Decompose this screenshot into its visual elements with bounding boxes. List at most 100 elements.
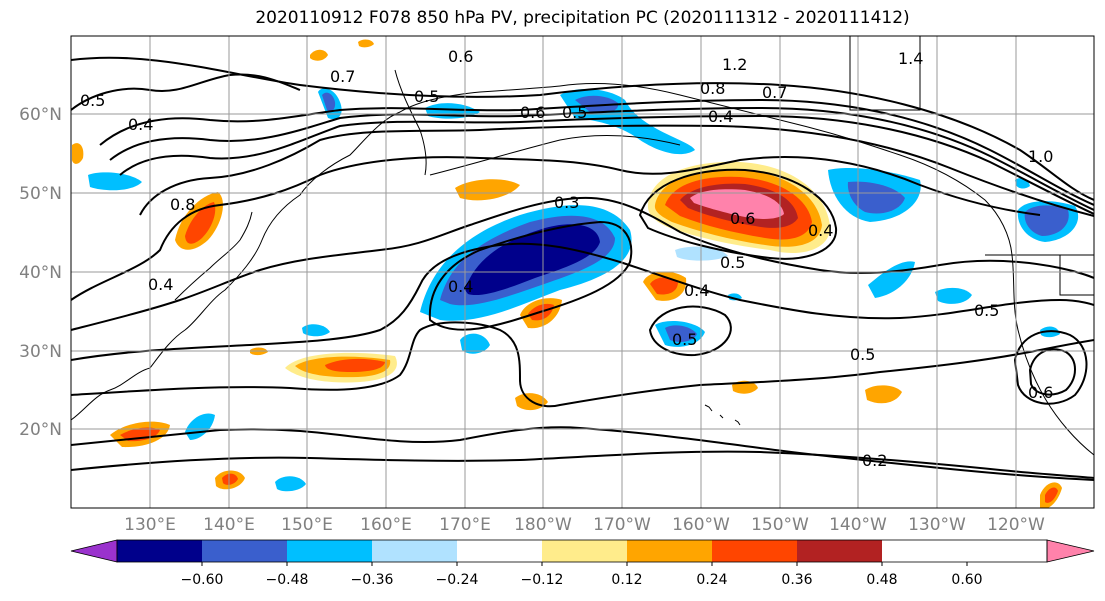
neg-blob-south [460, 333, 490, 354]
neg-blob-nw-small [302, 324, 330, 337]
lon-label: 180°W [514, 515, 572, 535]
coast-hawaii [704, 404, 741, 426]
neg-anomaly-central-core [465, 224, 600, 296]
lon-label: 120°W [987, 515, 1045, 535]
contour-jet-3 [109, 106, 1094, 211]
contour-mid-2 [71, 196, 1094, 331]
contour-label: 0.4 [808, 221, 833, 240]
lat-label: 30°N [19, 342, 62, 362]
contour-south-1 [71, 321, 1094, 408]
contour-label: 0.4 [684, 281, 709, 300]
contour-label: 0.4 [128, 115, 153, 134]
colorbar-segment [372, 540, 457, 562]
lon-label: 160°E [360, 515, 412, 535]
lon-label: 170°W [593, 515, 651, 535]
contour-label: 0.7 [330, 67, 355, 86]
colorbar-tick-labels: −0.60 −0.48 −0.36 −0.24 −0.12 0.12 0.24 … [181, 572, 983, 588]
colorbar-ticks [201, 562, 968, 566]
neg-blob-far-south [275, 476, 306, 492]
pos-blob-north-bering [455, 179, 520, 201]
colorbar-high-extend [1046, 539, 1095, 563]
pos-blob-ne [310, 49, 328, 61]
coast-aleutians [429, 134, 681, 176]
colorbar: −0.60 −0.48 −0.36 −0.24 −0.12 0.12 0.24 … [70, 539, 1095, 588]
contour-labels: 0.5 0.6 0.7 0.6 0.5 1.2 0.8 0.7 1.4 1.0 … [80, 47, 1053, 470]
lon-label: 150°E [281, 515, 333, 535]
lon-label: 170°E [439, 515, 491, 535]
contour-label: 0.8 [700, 79, 725, 98]
contour-ne-loop [638, 168, 838, 260]
pos-blob-small-west-core [222, 473, 238, 485]
contour-jet-5 [139, 124, 1094, 217]
colorbar-segment [117, 540, 202, 562]
neg-blob-kamchatka-west [88, 172, 142, 191]
contour-label: 0.6 [520, 103, 545, 122]
colorbar-tick-label: −0.48 [266, 572, 309, 588]
colorbar-tick-label: −0.36 [351, 572, 394, 588]
contour-label: 0.2 [862, 451, 887, 470]
colorbar-tick-label: 0.24 [696, 572, 727, 588]
lon-label: 140°E [203, 515, 255, 535]
colorbar-low-extend [70, 539, 118, 563]
colorbar-tick-label: 0.60 [951, 572, 982, 588]
contour-label: 0.4 [708, 107, 733, 126]
latitude-labels: 60°N 50°N 40°N 30°N 20°N [19, 105, 62, 440]
contour-label: 0.5 [850, 345, 875, 364]
contour-label: 0.8 [170, 195, 195, 214]
contour-central-loop [428, 220, 633, 331]
contour-label: 0.4 [148, 275, 173, 294]
neg-blob-okhotsk-mid [322, 92, 336, 112]
contour-label: 0.5 [414, 87, 439, 106]
contour-label: 0.5 [672, 330, 697, 349]
contour-label: 0.5 [974, 301, 999, 320]
neg-blob-pacific-nw-mid [1024, 205, 1069, 236]
contour-mid-1 [71, 156, 1041, 301]
coast-alaska [559, 82, 1013, 256]
contour-label: 0.6 [448, 47, 473, 66]
contour-jet-1 [71, 56, 1094, 201]
contour-label: 0.6 [1028, 383, 1053, 402]
pos-blob-subtropics-core [325, 358, 385, 372]
colorbar-tick-label: 0.36 [781, 572, 812, 588]
contour-jet-2 [99, 98, 1094, 206]
lon-label: 130°W [908, 515, 966, 535]
pos-blob-japan-core [185, 202, 216, 244]
contour-label: 1.2 [722, 55, 747, 74]
contour-nw-loop [71, 73, 301, 111]
contour-east-loop [1013, 330, 1088, 405]
colorbar-segment [542, 540, 627, 562]
lon-label: 130°E [124, 515, 176, 535]
pos-blob-baja-core [1045, 487, 1058, 503]
contour-south-3 [71, 450, 1094, 479]
neg-blob-hawaii-mid [665, 325, 697, 342]
pos-blob-east [865, 385, 902, 404]
contour-label: 1.0 [1028, 147, 1053, 166]
coast-canada-box [849, 36, 921, 111]
contour-jet-4 [119, 114, 1094, 215]
contour-mid-3 [71, 242, 1094, 361]
pos-blob-ne2 [358, 39, 374, 48]
lat-label: 20°N [19, 420, 62, 440]
colorbar-segment [457, 540, 542, 562]
colorbar-segment [797, 540, 882, 562]
pos-anomaly-ne-pacific-max [690, 189, 784, 219]
contour-label: 0.5 [562, 103, 587, 122]
colorbar-tick-label: 0.12 [611, 572, 642, 588]
contour-hawaii-loop [648, 305, 732, 357]
colorbar-segment [712, 540, 797, 562]
longitude-labels: 130°E 140°E 150°E 160°E 170°E 180°W 170°… [124, 515, 1045, 535]
colorbar-tick-label: 0.48 [866, 572, 897, 588]
pv-contours [71, 56, 1094, 481]
pos-blob-hawaii-north-core [650, 277, 678, 295]
contour-label: 1.4 [898, 49, 923, 68]
colorbar-tick-label: −0.24 [436, 572, 479, 588]
contour-label: 0.3 [554, 193, 579, 212]
coast-japan [174, 211, 253, 301]
colorbar-segment [202, 540, 287, 562]
lon-label: 150°W [751, 515, 809, 535]
map-title: 2020110912 F078 850 hPa PV, precipitatio… [255, 8, 910, 28]
colorbar-segment [627, 540, 712, 562]
colorbar-tick-label: −0.12 [521, 572, 564, 588]
map-frame [70, 35, 1095, 509]
